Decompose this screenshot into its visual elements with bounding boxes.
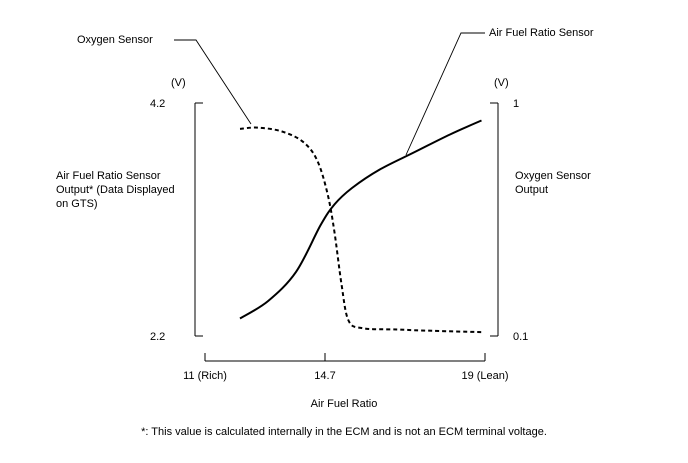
- x-axis-label: Air Fuel Ratio: [311, 398, 378, 410]
- left-axis-unit: (V): [171, 77, 186, 89]
- right-axis-label-line-1: Oxygen Sensor: [515, 170, 591, 182]
- left-tick-bottom-label: 2.2: [150, 331, 165, 343]
- left-tick-top-label: 4.2: [150, 98, 165, 110]
- footnote: *: This value is calculated internally i…: [141, 426, 547, 438]
- right-tick-top-label: 1: [513, 98, 519, 110]
- right-axis-label-line-2: Output: [515, 184, 548, 196]
- x-tick-label-lean: 19 (Lean): [461, 370, 508, 382]
- oxygen-sensor-series-label: Oxygen Sensor: [77, 34, 153, 46]
- afr-sensor-leader: [405, 32, 485, 156]
- oxygen-sensor-curve: [239, 126, 482, 334]
- left-axis-label-line-1: Air Fuel Ratio Sensor: [56, 170, 161, 182]
- right-axis-unit: (V): [494, 77, 509, 89]
- x-tick-label-rich: 11 (Rich): [183, 370, 227, 382]
- left-axis-label-line-2: Output* (Data Displayed: [56, 184, 175, 196]
- afr-sensor-curve: [239, 119, 482, 320]
- afr-sensor-series-label: Air Fuel Ratio Sensor: [489, 27, 594, 39]
- left-axis-label-line-3: on GTS): [56, 198, 98, 210]
- x-tick-label-stoich: 14.7: [314, 370, 335, 382]
- oxygen-sensor-leader: [174, 39, 252, 125]
- right-tick-bottom-label: 0.1: [513, 331, 528, 343]
